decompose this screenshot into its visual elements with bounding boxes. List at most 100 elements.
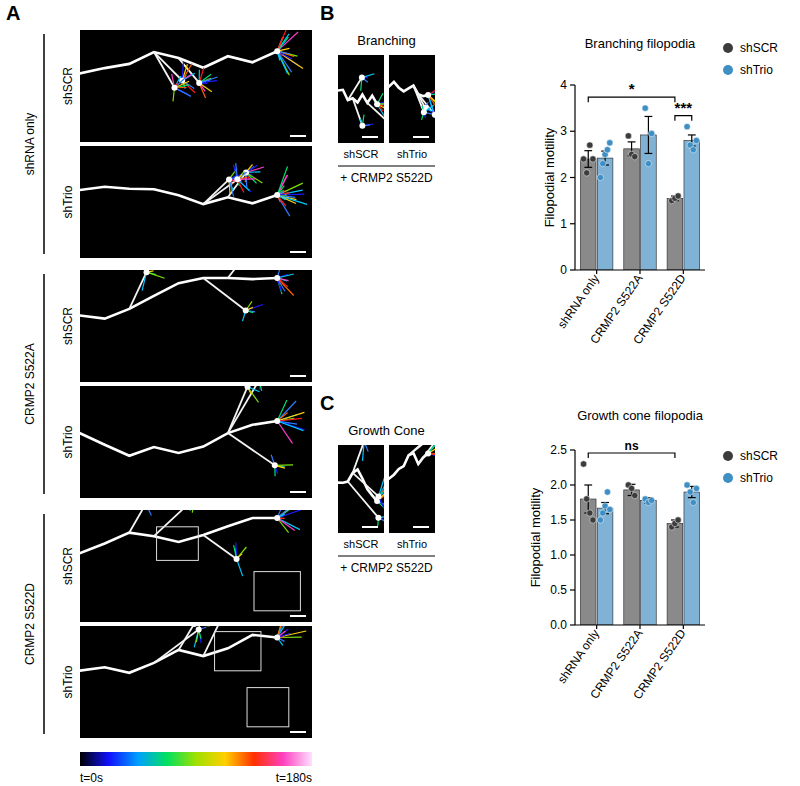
neurite-branch	[228, 270, 247, 278]
legend-swatch	[723, 473, 733, 483]
neurite	[80, 635, 277, 673]
scale-bar	[290, 615, 306, 617]
filopodium	[277, 278, 294, 296]
panel-letter: C	[320, 392, 334, 414]
growth-cone	[196, 80, 202, 86]
legend-swatch	[723, 451, 733, 461]
filopodium	[277, 518, 300, 530]
bracket-line	[588, 97, 675, 102]
neurite-branch	[348, 78, 362, 101]
row-label: shSCR	[61, 547, 75, 585]
y-axis-title: Filopodial motility	[528, 487, 543, 587]
bar	[597, 158, 613, 270]
scale-bar	[290, 251, 306, 253]
micrograph	[389, 55, 435, 143]
neurite-branch	[353, 473, 379, 497]
y-tick-label: 3	[560, 124, 567, 138]
error-cap	[645, 116, 653, 117]
y-tick	[570, 177, 575, 178]
caption-rule	[338, 165, 435, 166]
error-cap	[584, 167, 592, 168]
bar-chart: Branching filopodia01234Filopodial motil…	[542, 36, 778, 347]
inset-box	[157, 527, 199, 561]
filopodium	[363, 445, 365, 461]
y-tick-label: 4	[560, 78, 567, 92]
neurite-branch	[228, 387, 248, 433]
neurite	[80, 51, 277, 74]
neuron	[80, 30, 303, 101]
data-point	[684, 482, 690, 488]
scale-bar	[290, 731, 306, 733]
data-point	[687, 489, 693, 495]
error-cap	[688, 134, 696, 135]
group-label: CRMP2 S522A	[23, 343, 37, 424]
data-point	[684, 123, 690, 129]
data-point	[590, 517, 596, 523]
bar	[580, 499, 596, 625]
legend-label: shTrio	[740, 63, 773, 77]
bar	[641, 135, 657, 270]
panel-letter: A	[6, 2, 20, 24]
data-point	[690, 499, 696, 505]
neuron	[389, 82, 435, 125]
inset-caption: + CRMP2 S522D	[340, 171, 433, 185]
group-bracket	[43, 514, 45, 734]
bar	[667, 524, 683, 626]
y-tick-label: 1	[560, 217, 567, 231]
growth-cone	[374, 101, 380, 107]
neuron	[338, 445, 384, 526]
error-bar	[584, 485, 592, 513]
inset-title: Growth Cone	[348, 423, 425, 438]
growth-cone	[191, 626, 197, 627]
data-point	[597, 174, 603, 180]
y-tick	[570, 131, 575, 132]
y-tick-label: 0.0	[550, 618, 567, 632]
y-tick-label: 2.5	[550, 443, 567, 457]
inset-box	[247, 688, 289, 727]
neurite-branch	[179, 58, 200, 83]
y-tick	[570, 84, 575, 85]
filopodium	[259, 386, 262, 391]
error-cap	[584, 150, 592, 151]
x-tick	[596, 270, 597, 274]
growth-cone	[425, 92, 431, 98]
data-point	[675, 193, 681, 199]
inset-label: shTrio	[397, 538, 427, 550]
neurite	[80, 278, 277, 319]
scale-bar	[290, 491, 306, 493]
micrograph	[80, 270, 312, 382]
row-label: shTrio	[61, 185, 75, 218]
y-tick	[570, 554, 575, 555]
neurite-branch	[353, 98, 363, 126]
neurite-branch	[129, 272, 146, 309]
y-tick-label: 1.5	[550, 513, 567, 527]
y-axis-title: Filopodial motility	[542, 127, 557, 227]
data-point	[693, 137, 699, 143]
x-tick-label: CRMP2 S522D	[630, 626, 689, 701]
panel-letter: B	[320, 2, 334, 24]
legend-label: shSCR	[740, 41, 778, 55]
filopodium	[277, 51, 297, 56]
x-tick	[639, 270, 640, 274]
data-point	[632, 492, 638, 498]
significance-bracket: ns	[588, 439, 675, 458]
y-tick	[570, 624, 575, 625]
growth-cone	[274, 515, 280, 521]
bracket-line	[675, 116, 692, 121]
y-tick-label: 2	[560, 171, 567, 185]
neurite-branch	[228, 386, 259, 433]
growth-cone	[274, 192, 280, 198]
neurite	[389, 82, 428, 96]
data-point	[604, 147, 610, 153]
plot-area	[580, 105, 699, 270]
inset-box	[215, 632, 261, 671]
filopodium	[277, 421, 303, 431]
neurite-branch	[353, 445, 364, 473]
micrograph	[80, 386, 312, 498]
x-tick	[683, 270, 684, 274]
group-label: shRNA only	[23, 113, 37, 176]
neurite	[80, 421, 277, 456]
row-label: shSCR	[61, 67, 75, 105]
data-point	[587, 142, 593, 148]
filopodium	[277, 195, 307, 204]
